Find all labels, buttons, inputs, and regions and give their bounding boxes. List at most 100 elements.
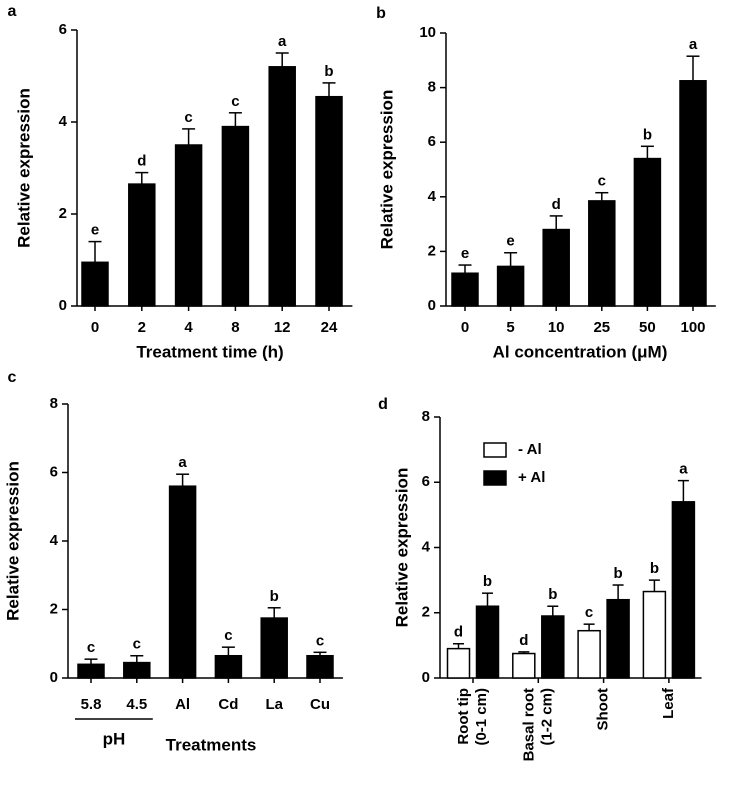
bar — [221, 125, 250, 307]
bar — [174, 144, 203, 307]
bar — [77, 663, 105, 679]
y-axis-label: Relative expression — [14, 88, 33, 248]
x-tick-label: Cd — [218, 696, 238, 713]
x-tick-label: 25 — [593, 319, 610, 336]
significance-letter: b — [643, 126, 652, 143]
bar — [128, 183, 156, 307]
significance-letter: d — [552, 196, 561, 213]
x-tick-label: Root tip — [455, 688, 472, 745]
panel-letter: d — [378, 396, 388, 413]
significance-letter: b — [483, 573, 492, 590]
legend-label: + Al — [518, 469, 545, 486]
bar — [496, 265, 525, 307]
y-tick-label: 0 — [50, 669, 58, 686]
x-tick-label: Leaf — [660, 687, 677, 719]
significance-letter: d — [519, 632, 528, 649]
x-tick-label: (0-1 cm) — [473, 688, 490, 746]
y-axis-label: Relative expression — [3, 461, 22, 621]
bar — [268, 66, 296, 307]
significance-letter: a — [689, 36, 698, 53]
x-tick-label: Shoot — [595, 688, 612, 731]
bar — [214, 654, 243, 679]
x-tick-label: 5 — [506, 319, 514, 336]
significance-letter: e — [91, 222, 99, 239]
y-tick-label: 6 — [50, 463, 58, 480]
x-axis-label: Treatment time (h) — [136, 342, 283, 361]
y-tick-label: 0 — [428, 297, 436, 314]
significance-letter: c — [598, 173, 606, 190]
y-tick-label: 4 — [59, 113, 68, 130]
panel-letter: a — [8, 3, 17, 20]
significance-letter: b — [614, 565, 623, 582]
x-tick-label: La — [265, 696, 283, 713]
y-tick-label: 4 — [428, 188, 437, 205]
bar — [542, 228, 570, 307]
significance-letter: c — [133, 636, 141, 653]
significance-letter: a — [679, 461, 688, 478]
x-tick-label: 100 — [680, 319, 705, 336]
significance-letter: c — [224, 627, 232, 644]
legend-label: - Al — [518, 441, 542, 458]
x-tick-label: Cu — [310, 696, 330, 713]
y-tick-label: 2 — [50, 600, 58, 617]
x-axis-label: Treatments — [166, 735, 257, 754]
y-tick-label: 2 — [428, 242, 436, 259]
bar — [679, 80, 707, 307]
bar — [633, 157, 662, 307]
x-tick-label: 2 — [138, 319, 146, 336]
y-tick-label: 6 — [428, 133, 436, 150]
y-tick-label: 6 — [422, 473, 430, 490]
bar — [168, 485, 197, 679]
bar — [577, 629, 601, 679]
x-tick-label: 5.8 — [81, 696, 102, 713]
bar — [606, 598, 630, 679]
x-tick-label: 8 — [231, 319, 239, 336]
y-axis-label: Relative expression — [392, 468, 411, 628]
x-tick-label: 10 — [548, 319, 565, 336]
significance-letter: b — [270, 588, 279, 605]
bar — [315, 95, 343, 307]
y-axis-label: Relative expression — [377, 90, 396, 250]
y-tick-label: 8 — [428, 79, 436, 96]
bar — [81, 261, 109, 307]
x-tick-label: 12 — [274, 319, 291, 336]
x-tick-label: 4 — [184, 319, 193, 336]
significance-letter: d — [454, 624, 463, 641]
legend-swatch — [483, 470, 507, 486]
x-axis-label: Al concentration (μM) — [493, 342, 668, 361]
bar — [446, 647, 471, 679]
x-tick-label: (1-2 cm) — [538, 688, 555, 746]
y-tick-label: 0 — [59, 297, 67, 314]
panel-letter: b — [376, 5, 386, 22]
bar — [260, 617, 288, 679]
bar — [306, 654, 334, 679]
significance-letter: b — [548, 586, 557, 603]
significance-letter: d — [137, 153, 146, 170]
legend-swatch — [483, 442, 507, 458]
y-tick-label: 0 — [422, 669, 430, 686]
x-tick-label: 24 — [321, 319, 338, 336]
bar — [451, 272, 479, 307]
significance-letter: e — [461, 245, 469, 262]
bar — [123, 661, 151, 679]
bar — [671, 501, 696, 679]
x-tick-label: 0 — [91, 319, 99, 336]
y-tick-label: 4 — [50, 532, 59, 549]
y-tick-label: 2 — [59, 205, 67, 222]
significance-letter: c — [87, 639, 95, 656]
significance-letter: c — [316, 632, 324, 649]
x-tick-label: 0 — [461, 319, 469, 336]
group-label: pH — [103, 729, 126, 748]
y-tick-label: 8 — [422, 408, 430, 425]
significance-letter: c — [585, 604, 593, 621]
significance-letter: e — [506, 233, 514, 250]
x-tick-label: Al — [175, 696, 190, 713]
x-tick-label: Basal root — [520, 688, 537, 761]
significance-letter: c — [184, 109, 192, 126]
bar — [541, 615, 565, 679]
y-tick-label: 4 — [422, 538, 431, 555]
significance-letter: b — [650, 560, 659, 577]
y-tick-label: 10 — [419, 24, 436, 41]
y-tick-label: 8 — [50, 395, 58, 412]
